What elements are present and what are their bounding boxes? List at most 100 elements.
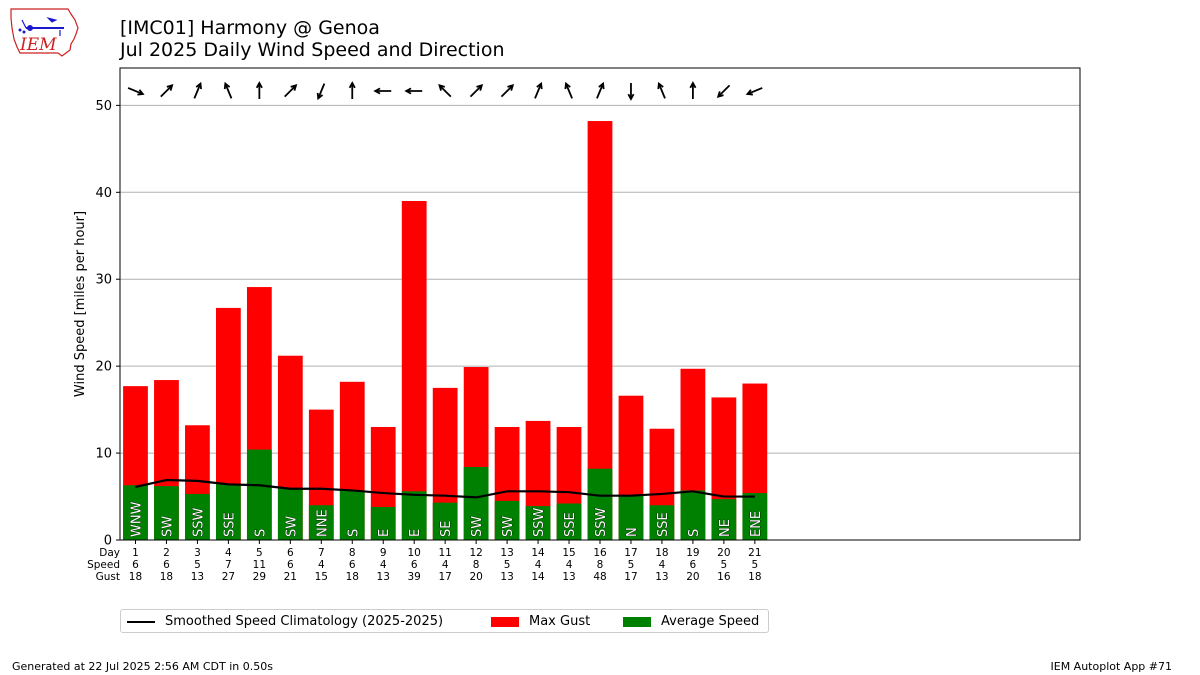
table-cell: 6 (132, 559, 139, 571)
bar-direction-label: SW (284, 516, 299, 537)
y-tick-label: 0 (104, 534, 112, 549)
climatology-line-group (135, 478, 755, 499)
table-cell: 15 (315, 571, 328, 583)
bar-direction-label: WNW (129, 501, 144, 537)
table-cell: 6 (411, 559, 418, 571)
bar-direction-label: SSE (563, 512, 578, 537)
wind-arrow-icon (373, 87, 392, 95)
table-cell: 20 (717, 547, 730, 559)
table-row-label: Day (99, 547, 120, 559)
logo-text: IEM (19, 35, 57, 55)
day-table: DaySpeedGust1618261835134727511296621741… (87, 540, 762, 583)
legend-swatch-avg (623, 616, 651, 627)
table-cell: 13 (500, 571, 513, 583)
wind-arrow-shaft (284, 84, 297, 98)
table-cell: 7 (318, 547, 325, 559)
table-cell: 3 (194, 547, 201, 559)
avg-speed-bar (494, 500, 520, 540)
table-cell: 1 (132, 547, 139, 559)
wind-arrow-head (564, 81, 571, 90)
wind-arrow-shaft (127, 87, 144, 95)
y-tick-label: 10 (95, 447, 112, 462)
table-cell: 11 (438, 547, 451, 559)
avg-speed-bar (525, 506, 551, 540)
wind-arrow-icon (255, 81, 263, 99)
bar-direction-label: SW (160, 516, 175, 537)
legend: Smoothed Speed Climatology (2025-2025) M… (120, 609, 769, 633)
table-cell: 27 (222, 571, 235, 583)
table-cell: 4 (380, 559, 387, 571)
legend-label-avg: Average Speed (661, 614, 760, 629)
table-cell: 13 (191, 571, 204, 583)
wind-arrow-icon (627, 83, 635, 101)
wind-arrow-icon (193, 81, 202, 99)
table-cell: 5 (751, 559, 758, 571)
table-cell: 17 (438, 571, 451, 583)
legend-label-climatology: Smoothed Speed Climatology (2025-2025) (165, 614, 444, 629)
wind-arrow-shaft (469, 84, 483, 98)
table-cell: 8 (349, 547, 356, 559)
weather-station-icon (18, 17, 64, 36)
bar-direction-label: NNE (315, 509, 330, 537)
wind-arrow-head (536, 81, 543, 90)
wind-arrow-shaft (317, 83, 326, 99)
table-cell: 6 (287, 547, 294, 559)
iem-logo: IEM (10, 8, 79, 57)
bar-direction-label: S (346, 529, 361, 537)
avg-speed-bar (432, 502, 458, 540)
avg-speed-bar (216, 483, 241, 540)
wind-arrow-icon (160, 84, 174, 98)
bar-direction-label: SSE (656, 512, 671, 537)
table-cell: 48 (593, 571, 606, 583)
table-cell: 4 (566, 559, 573, 571)
wind-arrow-head (195, 81, 202, 90)
wind-arrow-head (373, 87, 381, 95)
wind-arrow-head (290, 84, 298, 91)
table-cell: 5 (256, 547, 263, 559)
table-cell: 18 (129, 571, 142, 583)
wind-arrow-icon (745, 87, 763, 96)
y-axis: 0 10 20 30 40 50 (95, 99, 120, 549)
wind-arrow-head (689, 81, 697, 89)
wind-arrow-icon (534, 81, 543, 99)
table-row-label: Speed (87, 559, 120, 571)
wind-arrow-shaft (193, 83, 202, 99)
y-axis-label: Wind Speed [miles per hour] (73, 211, 88, 397)
table-cell: 6 (287, 559, 294, 571)
avg-speed-bar (711, 499, 737, 540)
table-cell: 19 (686, 547, 699, 559)
avg-speed-bar (680, 490, 706, 540)
avg-speed-bar (277, 488, 303, 540)
wind-arrow-shaft (160, 84, 173, 98)
table-cell: 18 (160, 571, 173, 583)
wind-arrow-icon (284, 84, 298, 98)
wind-arrow-shaft (717, 84, 731, 98)
y-tick-label: 50 (95, 99, 112, 114)
bar-direction-label: N (625, 527, 640, 537)
wind-arrow-head (223, 81, 231, 90)
legend-item-avg: Average Speed (623, 614, 759, 629)
avg-speed-bar (556, 503, 582, 540)
wind-arrow-head (255, 81, 263, 89)
wind-arrow-head (316, 92, 324, 101)
table-cell: 4 (318, 559, 325, 571)
table-cell: 6 (349, 559, 356, 571)
wind-arrow-icon (404, 87, 423, 95)
table-cell: 5 (504, 559, 511, 571)
table-cell: 16 (593, 547, 607, 559)
wind-arrow-icon (127, 87, 145, 96)
table-cell: 16 (717, 571, 731, 583)
iowa-state-outline (10, 8, 79, 57)
wind-arrow-icon (469, 84, 484, 98)
table-cell: 6 (690, 559, 697, 571)
avg-speed-bar (123, 485, 148, 540)
wind-arrow-head (716, 91, 724, 98)
table-row-label: Gust (96, 571, 120, 583)
chart-title: [IMC01] Harmony @ Genoa (120, 17, 380, 39)
wind-arrow-head (438, 84, 446, 91)
table-cell: 9 (380, 547, 387, 559)
wind-chart: WNW SW SSW SSE S SW NNE S E E SE SW SW SSW SSE SSW N SSE S… (73, 67, 1081, 583)
table-cell: 10 (408, 547, 421, 559)
bar-direction-label: SW (501, 516, 516, 537)
wind-arrow-icon (223, 81, 233, 99)
